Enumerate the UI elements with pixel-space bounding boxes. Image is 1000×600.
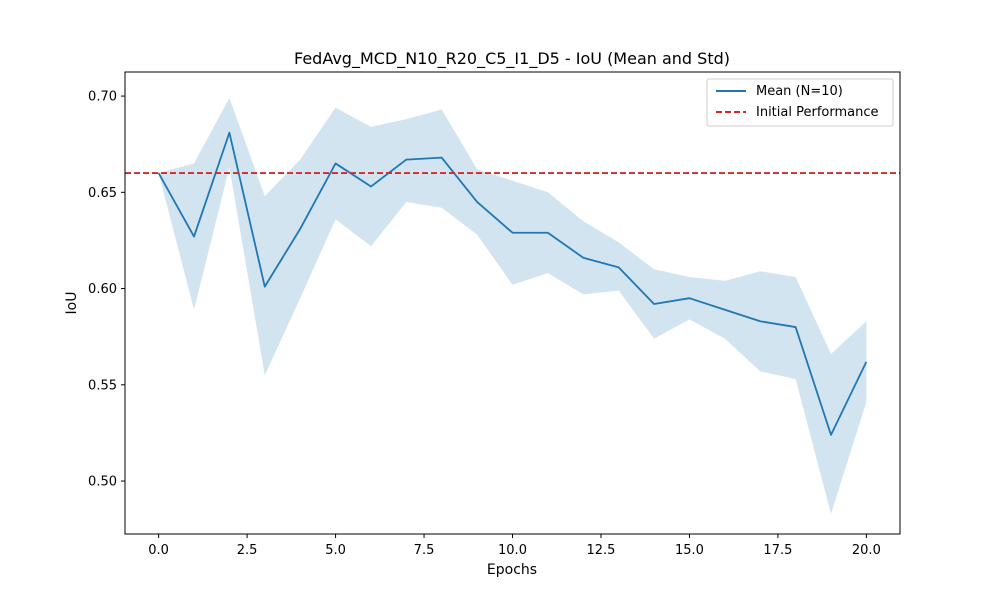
legend: Mean (N=10) Initial Performance [706,78,894,127]
mean-line [157,131,868,436]
legend-box [706,78,894,127]
y-axis: 0.50 0.55 0.60 0.65 0.70 [88,90,125,490]
plot-area [125,97,900,514]
x-axis-label: Epochs [487,562,537,578]
x-tick-label: 17.5 [763,543,792,558]
y-tick-label: 0.55 [88,378,117,393]
y-tick-label: 0.70 [88,90,117,105]
x-tick-label: 7.5 [414,543,435,558]
y-tick-label: 0.50 [88,475,117,490]
y-axis-label: IoU [64,292,80,315]
y-tick-label: 0.60 [88,282,117,297]
x-axis: 0.0 2.5 5.0 7.5 10.0 12.5 15.0 17.5 20.0 [148,534,881,558]
legend-mean-label: Mean (N=10) [756,84,843,99]
chart-title: FedAvg_MCD_N10_R20_C5_I1_D5 - IoU (Mean … [294,49,730,69]
x-tick-label: 20.0 [852,543,881,558]
std-band [158,97,867,514]
y-tick-label: 0.65 [88,186,117,201]
x-tick-label: 10.0 [498,543,527,558]
x-tick-label: 2.5 [237,543,258,558]
legend-initial-label: Initial Performance [756,105,878,120]
x-tick-label: 0.0 [148,543,169,558]
x-tick-label: 12.5 [586,543,615,558]
x-tick-label: 5.0 [325,543,346,558]
x-tick-label: 15.0 [675,543,704,558]
